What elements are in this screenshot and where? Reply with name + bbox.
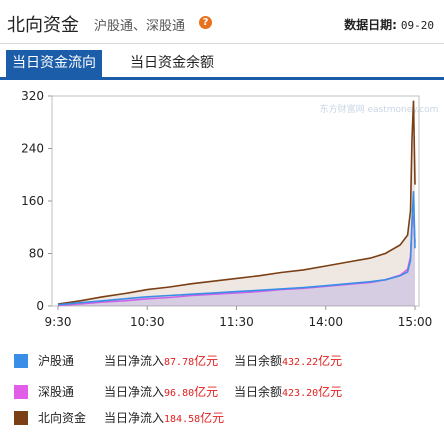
series-line-2 bbox=[57, 100, 416, 305]
data-date: 数据日期: 09-20 bbox=[344, 16, 434, 33]
legend-balance-label-sz: 当日余额 bbox=[234, 385, 283, 399]
page-subtitle: 沪股通、深股通 bbox=[94, 19, 186, 34]
legend-balance-sz: 当日余额423.20亿元 bbox=[234, 383, 342, 403]
page-title: 北向资金 bbox=[7, 15, 79, 36]
legend-flow-value-north: 184.58 bbox=[164, 414, 201, 425]
legend-flow-label-north: 当日净流入 bbox=[104, 411, 165, 425]
legend-balance-value-sh: 432.22 bbox=[282, 357, 319, 368]
tab-daily-balance[interactable]: 当日资金余额 bbox=[130, 55, 214, 71]
legend-balance-label-sh: 当日余额 bbox=[234, 354, 283, 368]
x-tick-label: 14:00 bbox=[308, 315, 343, 329]
plot-frame bbox=[51, 95, 420, 307]
legend-flow-label-sz: 当日净流入 bbox=[104, 385, 165, 399]
question-mark-icon[interactable]: ? bbox=[199, 16, 212, 29]
legend-row-north: 北向资金 当日净流入184.58亿元 bbox=[0, 409, 444, 427]
series-line-0 bbox=[57, 191, 416, 306]
north-flow-chart: 0 80 160 240 320 9:30 10:30 11:30 14:00 15:00 东方财富… bbox=[21, 89, 439, 329]
legend-balance-value-sz: 423.20 bbox=[282, 388, 319, 399]
date-label: 数据日期: bbox=[344, 18, 397, 32]
legend-name-sz: 深股通 bbox=[38, 385, 75, 399]
tab-daily-flow[interactable]: 当日资金流向 bbox=[6, 50, 102, 77]
legend-swatch-sz bbox=[14, 385, 28, 399]
y-tick-label: 0 bbox=[36, 299, 44, 313]
legend-flow-sz: 当日净流入96.80亿元 bbox=[104, 383, 218, 403]
legend-flow-value-sz: 96.80 bbox=[164, 388, 195, 399]
legend-balance-unit-sz: 亿元 bbox=[318, 385, 343, 399]
legend-balance-sh: 当日余额432.22亿元 bbox=[234, 352, 342, 372]
legend-name-north: 北向资金 bbox=[38, 411, 87, 425]
legend-flow-unit-sh: 亿元 bbox=[194, 354, 219, 368]
header: 北向资金 沪股通、深股通 ? 数据日期: 09-20 bbox=[0, 0, 444, 44]
y-tick-label: 80 bbox=[29, 247, 44, 261]
legend-flow-label-sh: 当日净流入 bbox=[104, 354, 165, 368]
legend-name-sh: 沪股通 bbox=[38, 354, 75, 368]
y-tick-label: 240 bbox=[21, 142, 44, 156]
series-area-2 bbox=[58, 100, 415, 306]
x-tick-label: 10:30 bbox=[130, 315, 165, 329]
watermark: 东方财富网 eastmoney.com bbox=[320, 103, 439, 115]
x-tick-label: 9:30 bbox=[45, 315, 72, 329]
legend-row-sh: 沪股通 当日净流入87.78亿元 当日余额432.22亿元 bbox=[0, 352, 444, 370]
y-tick-label: 160 bbox=[21, 194, 44, 208]
series-area-1 bbox=[58, 215, 415, 306]
x-tick-label: 15:00 bbox=[398, 315, 433, 329]
date-value: 09-20 bbox=[400, 19, 434, 32]
y-tick-label: 320 bbox=[21, 89, 44, 103]
legend-balance-unit-sh: 亿元 bbox=[318, 354, 343, 368]
legend-row-sz: 深股通 当日净流入96.80亿元 当日余额423.20亿元 bbox=[0, 383, 444, 401]
series-area-0 bbox=[58, 191, 415, 306]
legend-flow-unit-north: 亿元 bbox=[200, 411, 225, 425]
legend-flow-value-sh: 87.78 bbox=[164, 357, 195, 368]
x-tick-label: 11:30 bbox=[219, 315, 254, 329]
legend-swatch-north bbox=[14, 411, 28, 425]
legend-flow-sh: 当日净流入87.78亿元 bbox=[104, 352, 218, 372]
legend-flow-unit-sz: 亿元 bbox=[194, 385, 219, 399]
legend-flow-north: 当日净流入184.58亿元 bbox=[104, 409, 224, 429]
tab-bar: 当日资金流向 当日资金余额 bbox=[0, 50, 444, 80]
legend-swatch-sh bbox=[14, 354, 28, 368]
